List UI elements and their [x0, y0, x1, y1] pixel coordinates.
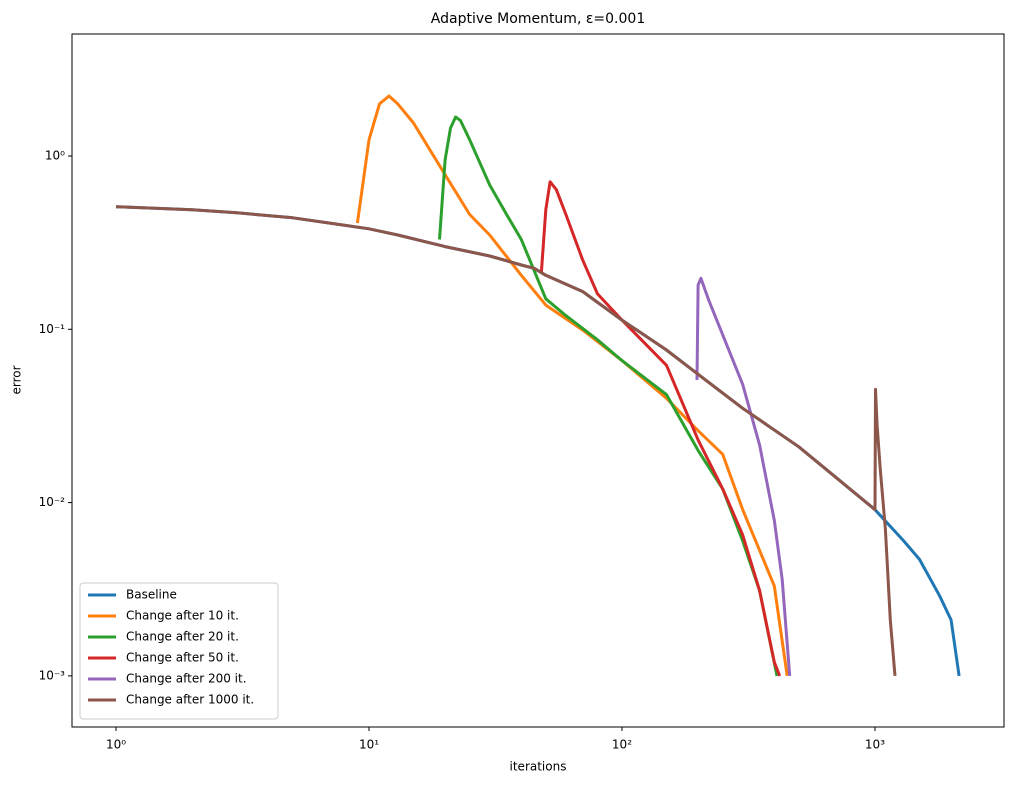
y-axis-label: error: [10, 365, 24, 394]
plot-frame: [71, 33, 1005, 728]
y-tick-label: 10⁻²: [39, 495, 66, 509]
legend-label: Change after 10 it.: [126, 609, 239, 623]
legend-label: Change after 50 it.: [126, 651, 239, 665]
y-tick-label: 10⁻¹: [39, 322, 66, 336]
legend-box: [79, 582, 279, 720]
x-tick-label: 10³: [865, 738, 885, 752]
legend-label: Change after 1000 it.: [126, 693, 254, 707]
x-tick-label: 10²: [612, 738, 632, 752]
x-axis-label: iterations: [510, 760, 567, 774]
y-tick-label: 10⁰: [45, 149, 65, 163]
plot-lines: [115, 94, 961, 677]
legend-label: Change after 200 it.: [126, 672, 247, 686]
x-tick-label: 10⁰: [106, 738, 126, 752]
series-line: [695, 276, 792, 677]
series-line: [539, 180, 782, 677]
x-tick-label: 10¹: [359, 738, 379, 752]
legend-label: Baseline: [126, 588, 177, 602]
y-tick-label: 10⁻³: [39, 668, 66, 682]
legend-label: Change after 20 it.: [126, 630, 239, 644]
series-line: [115, 205, 897, 677]
chart-title: Adaptive Momentum, ε=0.001: [431, 11, 645, 27]
series-line: [355, 94, 789, 677]
